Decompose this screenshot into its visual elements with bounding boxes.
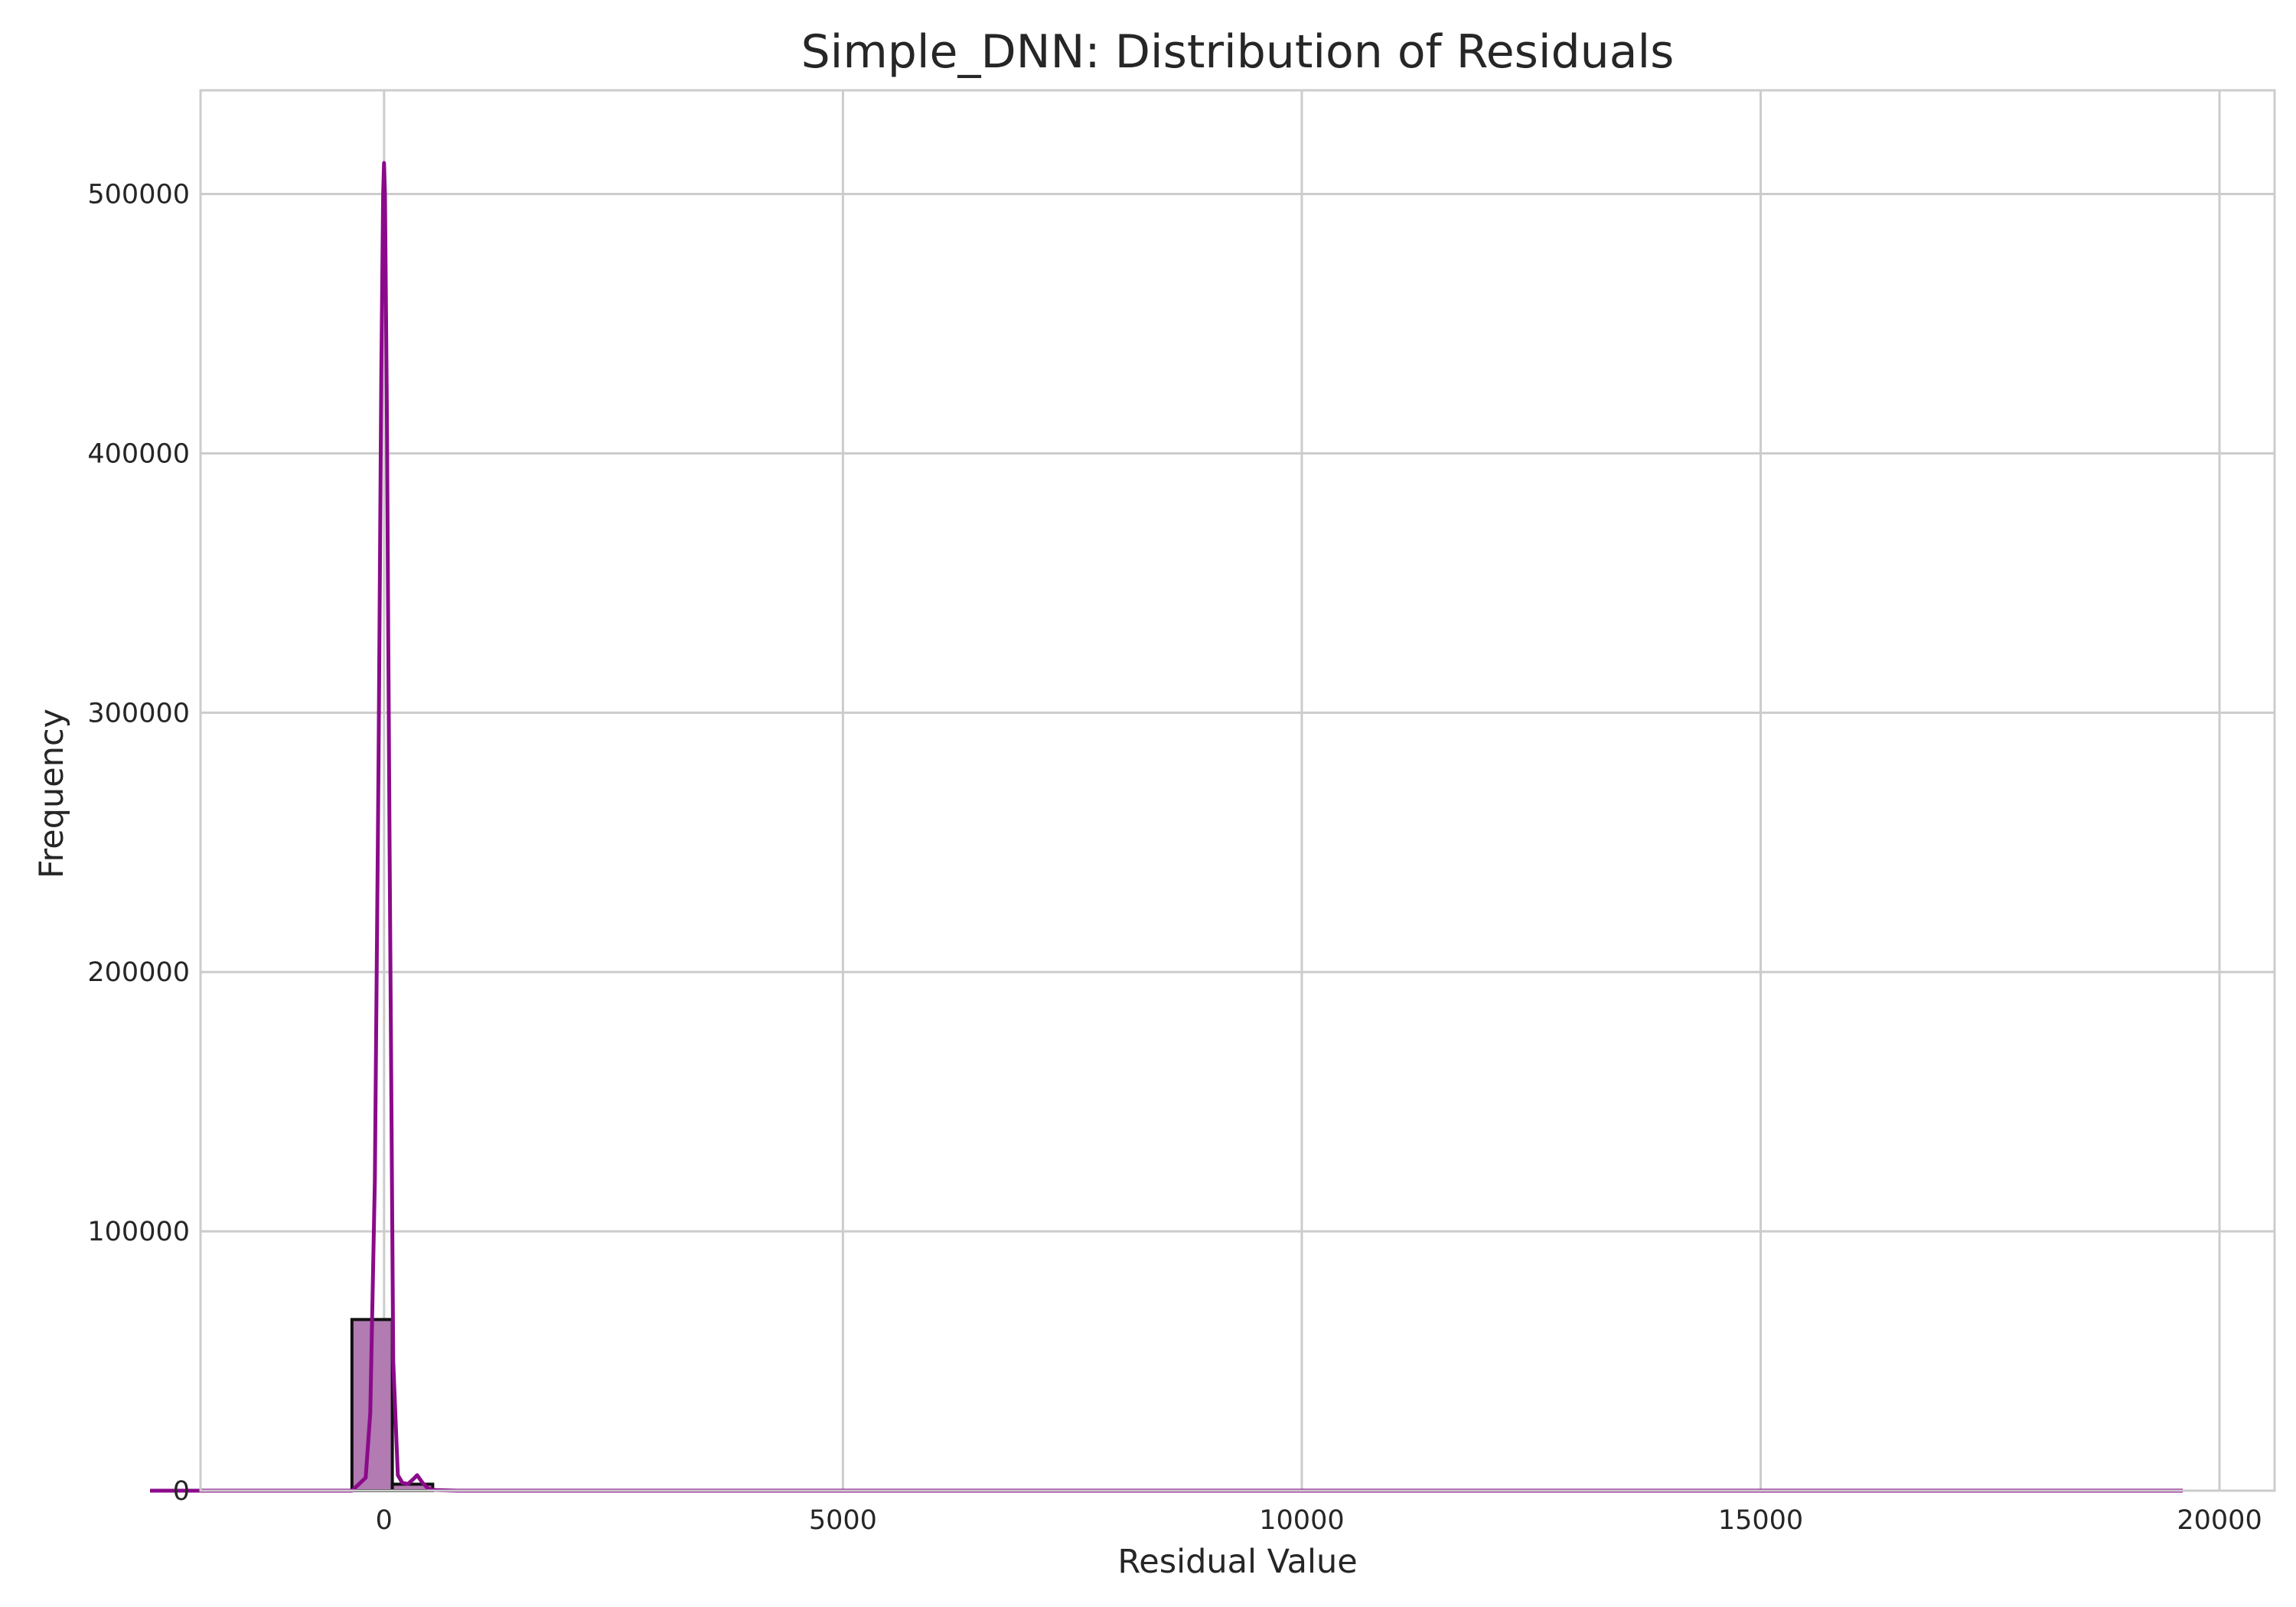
kde-curve <box>150 161 2183 1493</box>
x-tick-label-3: 15000 <box>1718 1505 1803 1536</box>
y-axis-label: Frequency <box>33 709 71 878</box>
y-tick-label-2: 200000 <box>87 957 190 988</box>
x-axis-label: Residual Value <box>1117 1543 1357 1581</box>
chart-title: Simple_DNN: Distribution of Residuals <box>801 25 1675 79</box>
x-tick-label-1: 5000 <box>809 1505 877 1536</box>
x-tick-label-4: 20000 <box>2177 1505 2262 1536</box>
y-tick-label-1: 100000 <box>87 1217 190 1247</box>
x-tick-labels: 0 5000 10000 15000 20000 <box>376 1505 2262 1536</box>
axes-frame <box>199 89 2276 1492</box>
y-tick-label-3: 300000 <box>87 698 190 729</box>
y-tick-label-4: 400000 <box>87 438 190 469</box>
plot-frame <box>199 89 2276 1492</box>
x-tick-label-0: 0 <box>376 1505 393 1536</box>
y-tick-label-5: 500000 <box>87 180 190 210</box>
y-tick-label-0: 0 <box>173 1476 190 1507</box>
kde-curve-layer <box>150 161 2183 1493</box>
y-tick-labels: 0 100000 200000 300000 400000 500000 <box>87 180 190 1507</box>
x-tick-label-2: 10000 <box>1259 1505 1344 1536</box>
